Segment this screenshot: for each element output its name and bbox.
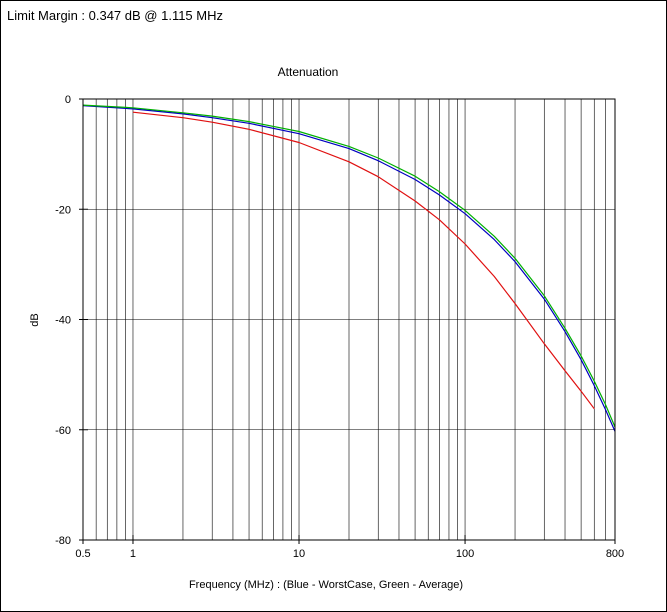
x-tick-label: 100 bbox=[456, 548, 474, 560]
x-tick-label: 0.5 bbox=[75, 548, 90, 560]
limit-margin-text: Limit Margin : 0.347 dB @ 1.115 MHz bbox=[7, 8, 223, 23]
y-axis-label: dB bbox=[29, 313, 41, 326]
chart-title: Attenuation bbox=[278, 65, 339, 79]
axis-ticks: 0.5 1 10 100 800 0 -20 -40 -60 -80 bbox=[55, 94, 624, 560]
series-line-1 bbox=[82, 105, 616, 432]
x-tick-label: 800 bbox=[606, 548, 624, 560]
series-line-3 bbox=[132, 111, 595, 410]
series-line-2 bbox=[82, 104, 616, 428]
grid bbox=[82, 98, 616, 541]
series-lines bbox=[82, 104, 616, 432]
y-tick-label: -60 bbox=[55, 425, 71, 437]
x-tick-label: 1 bbox=[130, 548, 136, 560]
x-axis-label: Frequency (MHz) : (Blue - WorstCase, Gre… bbox=[189, 579, 463, 591]
y-tick-label: -40 bbox=[55, 315, 71, 327]
y-tick-label: 0 bbox=[65, 94, 71, 106]
plot-area bbox=[82, 98, 616, 541]
x-tick-label: 10 bbox=[293, 548, 305, 560]
y-tick-label: -80 bbox=[55, 535, 71, 547]
y-tick-label: -20 bbox=[55, 204, 71, 216]
